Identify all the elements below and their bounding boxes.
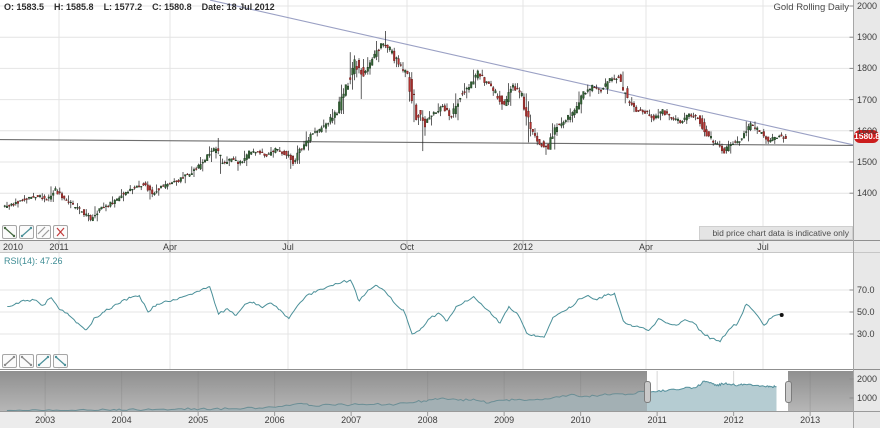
x-axis-label: Apr bbox=[638, 242, 654, 252]
x-axis-label: Jul bbox=[757, 242, 769, 252]
navigator-axis-label: 1000 bbox=[857, 393, 878, 403]
line-up-icon bbox=[20, 226, 33, 238]
rsi-draw-uptrend-line-2-button[interactable] bbox=[36, 354, 51, 368]
navigator-year-label: 2012 bbox=[723, 415, 744, 425]
line-up-icon bbox=[37, 355, 50, 367]
price-axis-label: 1400 bbox=[857, 188, 878, 199]
x-axis-label: 2012 bbox=[512, 242, 534, 252]
navigator-year-label: 2007 bbox=[341, 415, 362, 425]
x-axis-label: Jul bbox=[282, 242, 294, 252]
navigator-x-axis-strip bbox=[0, 412, 880, 428]
navigator-axis-label: 2000 bbox=[857, 374, 878, 384]
rsi-panel[interactable] bbox=[0, 253, 853, 370]
line-down-icon bbox=[20, 355, 33, 367]
navigator-year-label: 2010 bbox=[570, 415, 591, 425]
ohlc-item: H: 1585.8 bbox=[54, 2, 94, 12]
price-panel[interactable] bbox=[0, 0, 853, 240]
delete-drawings-button[interactable] bbox=[53, 225, 68, 239]
draw-uptrend-line-button[interactable] bbox=[19, 225, 34, 239]
navigator-year-label: 2003 bbox=[35, 415, 56, 425]
ohlc-item: L: 1577.2 bbox=[103, 2, 143, 12]
parallel-lines-icon bbox=[37, 226, 50, 238]
last-price-tag: 1580.8 bbox=[854, 130, 880, 144]
ohlc-item: O: 1583.5 bbox=[4, 2, 45, 12]
x-axis-label: Oct bbox=[399, 242, 415, 252]
price-axis-label: 1900 bbox=[857, 32, 878, 43]
navigator-year-label: 2009 bbox=[494, 415, 515, 425]
rsi-axis-label: 30.0 bbox=[857, 329, 875, 339]
rsi-indicator-label: RSI(14): 47.26 bbox=[4, 256, 63, 266]
price-axis-label: 1500 bbox=[857, 157, 878, 167]
draw-downtrend-line-button[interactable] bbox=[2, 225, 17, 239]
x-axis-label: Apr bbox=[162, 242, 178, 252]
rsi-draw-downtrend-line-2-button[interactable] bbox=[53, 354, 68, 368]
price-axis-label: 1600 bbox=[857, 125, 878, 136]
rsi-draw-downtrend-line-button[interactable] bbox=[19, 354, 34, 368]
navigator-year-label: 2011 bbox=[647, 415, 667, 425]
price-x-axis-strip bbox=[0, 241, 880, 253]
rsi-axis-label: 50.0 bbox=[857, 307, 875, 317]
ohlc-item: C: 1580.8 bbox=[152, 2, 192, 12]
line-up-icon bbox=[3, 355, 16, 367]
price-axis-gutter bbox=[853, 0, 880, 428]
line-down-icon bbox=[3, 226, 16, 238]
rsi-draw-uptrend-line-button[interactable] bbox=[2, 354, 17, 368]
navigator-year-label: 2004 bbox=[111, 415, 132, 425]
navigator-selection-window[interactable] bbox=[647, 371, 788, 411]
x-axis-label: 2010 bbox=[2, 242, 24, 252]
navigator-year-label: 2013 bbox=[800, 415, 821, 425]
indicative-notice: bid price chart data is indicative only bbox=[699, 226, 853, 240]
navigator-year-label: 2008 bbox=[417, 415, 438, 425]
navigator-year-label: 2005 bbox=[188, 415, 209, 425]
price-axis-label: 1700 bbox=[857, 94, 878, 105]
navigator-left-handle[interactable] bbox=[643, 381, 651, 403]
x-icon bbox=[56, 227, 65, 237]
navigator-year-label: 2006 bbox=[264, 415, 285, 425]
x-axis-label: 2011 bbox=[49, 242, 69, 252]
draw-channel-button[interactable] bbox=[36, 225, 51, 239]
price-axis-label: 1800 bbox=[857, 63, 878, 74]
ohlc-header: O: 1583.5 H: 1585.8 L: 1577.2 C: 1580.8 Date… bbox=[4, 2, 285, 12]
navigator-right-handle[interactable] bbox=[784, 381, 792, 403]
ohlc-item: Date: 18 Jul 2012 bbox=[201, 2, 275, 12]
price-axis-label: 2000 bbox=[857, 1, 878, 11]
rsi-axis-label: 70.0 bbox=[857, 285, 875, 295]
line-down-icon bbox=[54, 355, 67, 367]
series-title: Gold Rolling Daily bbox=[773, 2, 849, 13]
